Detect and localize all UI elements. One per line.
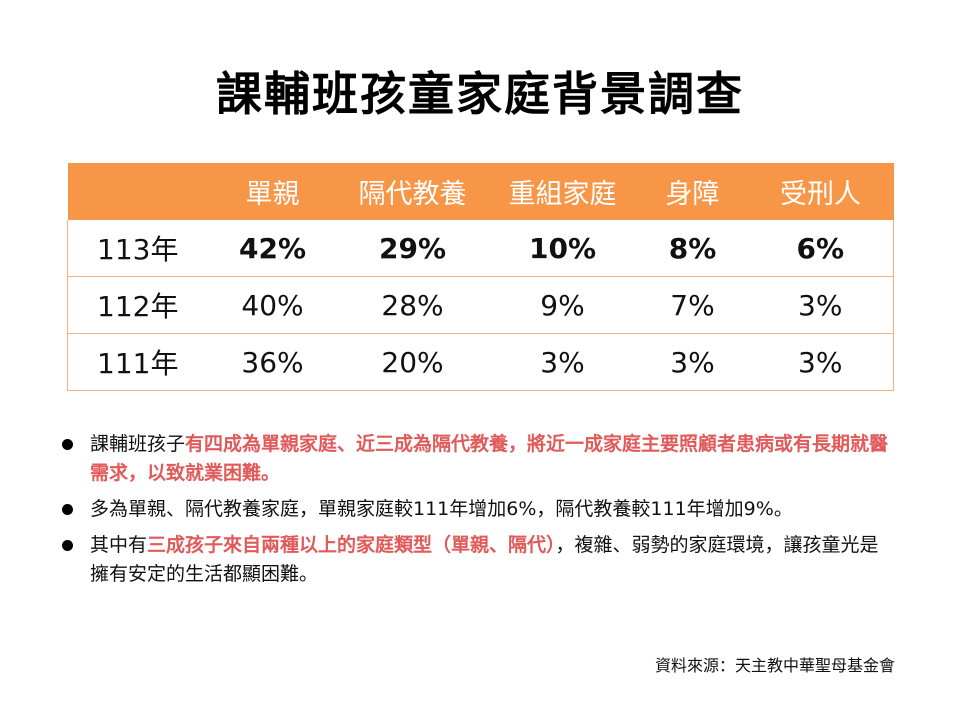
table-row: 111年 36% 20% 3% 3% 3% <box>67 333 894 391</box>
bullet-item: 其中有三成孩子來自兩種以上的家庭類型（單親、隔代），複雜、弱勢的家庭環境，讓孩童… <box>60 531 890 589</box>
bullet-dot-icon <box>62 540 73 551</box>
bullet-text: 課輔班孩子 <box>90 433 186 455</box>
table-cell: 36% <box>207 333 338 391</box>
bullet-text: 其中有 <box>90 534 148 556</box>
table-cell: 3% <box>747 333 894 391</box>
table-cell: 10% <box>487 220 638 277</box>
header-cell-disability: 身障 <box>637 163 748 220</box>
row-label: 113年 <box>67 220 208 277</box>
table-header-row: 單親 隔代教養 重組家庭 身障 受刑人 <box>67 163 894 220</box>
table-cell: 42% <box>207 220 338 277</box>
table-cell: 3% <box>487 333 638 391</box>
bullet-list: 課輔班孩子有四成為單親家庭、近三成為隔代教養，將近一成家庭主要照顧者患病或有長期… <box>60 430 890 596</box>
bullet-highlight: 有四成為單親家庭、近三成為隔代教養，將近一成家庭主要照顧者患病或有長期就醫需求，… <box>90 433 889 484</box>
header-cell-reconstituted: 重組家庭 <box>487 163 638 220</box>
header-cell-empty <box>67 163 208 220</box>
bullet-dot-icon <box>62 504 73 515</box>
table-cell: 6% <box>747 220 894 277</box>
table-cell: 7% <box>637 276 748 334</box>
table-cell: 28% <box>337 276 488 334</box>
page-title: 課輔班孩童家庭背景調查 <box>216 67 744 121</box>
bullet-text: ，複雜、弱勢的家庭環境，讓孩童光是擁有安定的生活都顯困難。 <box>90 534 879 585</box>
table-row: 112年 40% 28% 9% 7% 3% <box>67 276 894 334</box>
row-label: 111年 <box>67 333 208 391</box>
table-cell: 29% <box>337 220 488 277</box>
table-cell: 8% <box>637 220 748 277</box>
row-label: 112年 <box>67 276 208 334</box>
survey-table: 單親 隔代教養 重組家庭 身障 受刑人 113年 42% 29% 10% 8% … <box>67 163 894 391</box>
bullet-text: 多為單親、隔代教養家庭，單親家庭較111年增加6%，隔代教養較111年增加9%。 <box>90 498 793 520</box>
table-cell: 9% <box>487 276 638 334</box>
table-cell: 3% <box>747 276 894 334</box>
table-cell: 20% <box>337 333 488 391</box>
table-cell: 40% <box>207 276 338 334</box>
table-cell: 3% <box>637 333 748 391</box>
bullet-highlight: 三成孩子來自兩種以上的家庭類型（單親、隔代） <box>147 534 556 556</box>
header-cell-grandparent: 隔代教養 <box>337 163 488 220</box>
header-cell-single-parent: 單親 <box>207 163 338 220</box>
header-cell-incarcerated: 受刑人 <box>747 163 894 220</box>
bullet-dot-icon <box>62 439 73 450</box>
bullet-item: 課輔班孩子有四成為單親家庭、近三成為隔代教養，將近一成家庭主要照顧者患病或有長期… <box>60 430 890 488</box>
table-row: 113年 42% 29% 10% 8% 6% <box>67 220 894 277</box>
source-note: 資料來源：天主教中華聖母基金會 <box>654 656 895 675</box>
bullet-item: 多為單親、隔代教養家庭，單親家庭較111年增加6%，隔代教養較111年增加9%。 <box>60 495 890 524</box>
